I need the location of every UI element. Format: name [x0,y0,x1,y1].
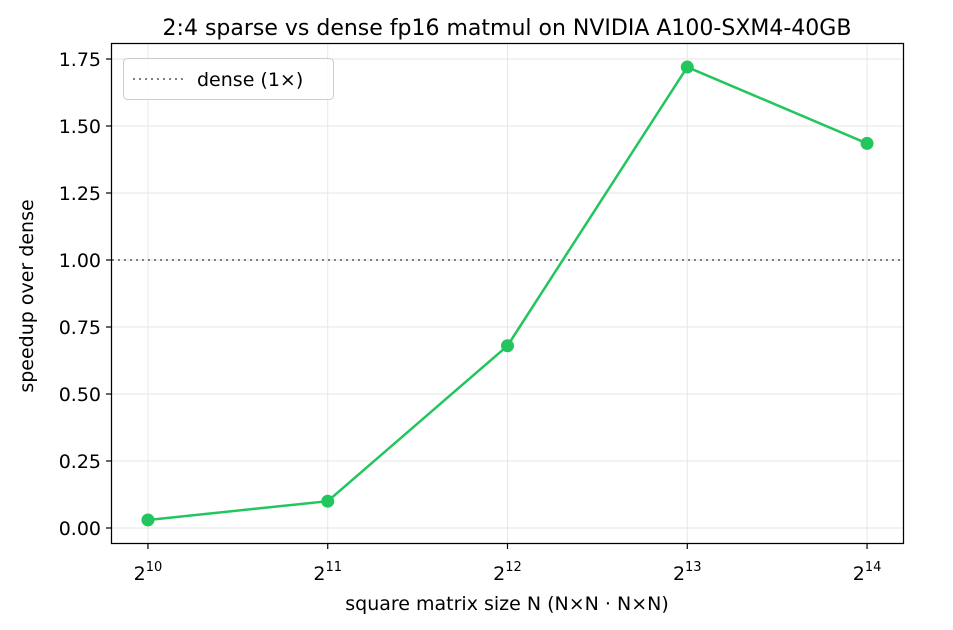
data-points [141,60,874,527]
x-tick-label: 214 [853,560,882,585]
grid [112,44,903,543]
data-point [680,60,694,74]
data-point [141,513,155,527]
x-axis-ticks: 210 211 212 213 214 [134,543,882,585]
x-tick-label: 212 [493,560,522,585]
data-point [501,339,514,353]
x-axis-label: square matrix size N (N×N · N×N) [345,593,669,615]
data-point [321,494,335,508]
chart-title: 2:4 sparse vs dense fp16 matmul on NVIDI… [163,16,852,41]
y-tick-label: 0.50 [59,384,101,406]
y-tick-label: 1.75 [59,49,101,71]
y-tick-label: 1.00 [59,250,101,272]
y-tick-label: 1.50 [59,116,101,138]
y-axis-ticks: 0.00 0.25 0.50 0.75 1.00 1.25 1.50 1.75 [59,49,112,540]
y-axis-label: speedup over dense [16,199,38,392]
y-tick-label: 0.00 [59,518,101,540]
x-tick-label: 210 [134,560,163,585]
x-tick-label: 213 [673,560,702,585]
y-tick-label: 1.25 [59,183,101,205]
legend-box [123,58,334,100]
x-tick-label: 211 [313,560,342,585]
data-point [860,136,874,150]
y-tick-label: 0.25 [59,451,101,473]
y-tick-label: 0.75 [59,317,101,339]
legend-dense-label: dense (1×) [197,69,303,91]
legend: dense (1×) [123,58,334,100]
